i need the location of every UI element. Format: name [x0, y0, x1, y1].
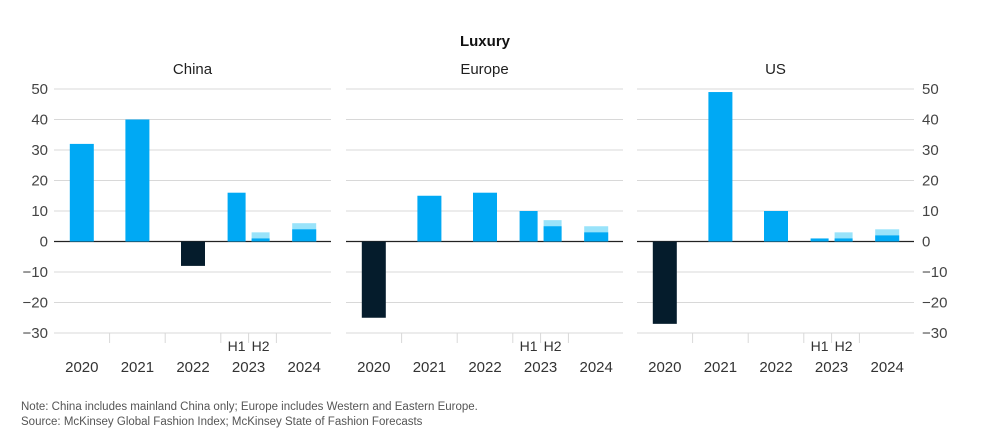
bar-2021 — [417, 195, 442, 242]
y-tick-label: −30 — [922, 325, 947, 342]
y-tick-label: 30 — [922, 142, 939, 159]
y-tick-label: −20 — [23, 295, 48, 312]
x-sublabel: H2 — [835, 338, 853, 354]
bar-2022 — [764, 211, 788, 242]
x-tick-label: 2022 — [759, 359, 792, 376]
y-tick-label: −20 — [922, 295, 947, 312]
y-tick-label: 50 — [31, 81, 48, 98]
bar-2024 — [584, 232, 609, 242]
x-tick-label: 2023 — [815, 359, 848, 376]
y-tick-label: 0 — [922, 234, 930, 251]
x-tick-label: 2024 — [288, 359, 321, 376]
bar-2021 — [708, 92, 733, 242]
bar-2024 — [875, 235, 900, 242]
y-tick-label: 20 — [922, 173, 939, 190]
x-tick-label: 2022 — [176, 359, 209, 376]
y-tick-label: 30 — [31, 142, 48, 159]
chart-title: Luxury — [460, 33, 511, 50]
y-tick-label: 40 — [31, 112, 48, 129]
x-tick-label: 2022 — [468, 359, 501, 376]
y-tick-label: −10 — [23, 264, 48, 281]
y-tick-label: 40 — [922, 112, 939, 129]
bar-2023-h1 — [227, 192, 246, 242]
bar-2023-h2-forecast — [834, 232, 853, 242]
x-sublabel: H2 — [544, 338, 562, 354]
bar-2023-h2 — [543, 226, 562, 242]
x-sublabel: H1 — [520, 338, 538, 354]
x-sublabel: H1 — [811, 338, 829, 354]
x-sublabel: H1 — [228, 338, 246, 354]
y-tick-label: 50 — [922, 81, 939, 98]
x-tick-label: 2024 — [580, 359, 613, 376]
x-sublabel: H2 — [252, 338, 270, 354]
y-tick-label: 10 — [922, 203, 939, 220]
x-tick-label: 2020 — [357, 359, 390, 376]
bar-2023-h2 — [834, 238, 853, 242]
y-tick-label: −30 — [23, 325, 48, 342]
x-tick-label: 2020 — [65, 359, 98, 376]
panel-title-us: US — [765, 61, 786, 78]
x-tick-label: 2021 — [704, 359, 737, 376]
bar-2024 — [292, 229, 317, 242]
y-tick-label: 20 — [31, 173, 48, 190]
bar-2023-h2 — [251, 238, 270, 242]
bar-2021 — [125, 119, 150, 242]
bar-2020 — [361, 241, 386, 318]
bar-2020 — [69, 143, 94, 242]
y-tick-label: −10 — [922, 264, 947, 281]
y-tick-label: 0 — [40, 234, 48, 251]
source-note: Source: McKinsey Global Fashion Index; M… — [21, 416, 423, 428]
bar-2022 — [181, 241, 205, 266]
footnote: Note: China includes mainland China only… — [21, 401, 478, 413]
panel-title-china: China — [173, 61, 213, 78]
x-tick-label: 2023 — [524, 359, 557, 376]
x-tick-label: 2021 — [413, 359, 446, 376]
x-tick-label: 2023 — [232, 359, 265, 376]
bar-2020 — [652, 241, 677, 324]
bar-2023-h1 — [519, 211, 538, 242]
bar-2022 — [473, 192, 497, 242]
x-tick-label: 2021 — [121, 359, 154, 376]
panel-title-europe: Europe — [460, 61, 508, 78]
x-tick-label: 2020 — [648, 359, 681, 376]
x-tick-label: 2024 — [871, 359, 904, 376]
bar-2023-h1 — [810, 238, 829, 242]
bar-2023-h2-forecast — [251, 232, 270, 242]
y-tick-label: 10 — [31, 203, 48, 220]
